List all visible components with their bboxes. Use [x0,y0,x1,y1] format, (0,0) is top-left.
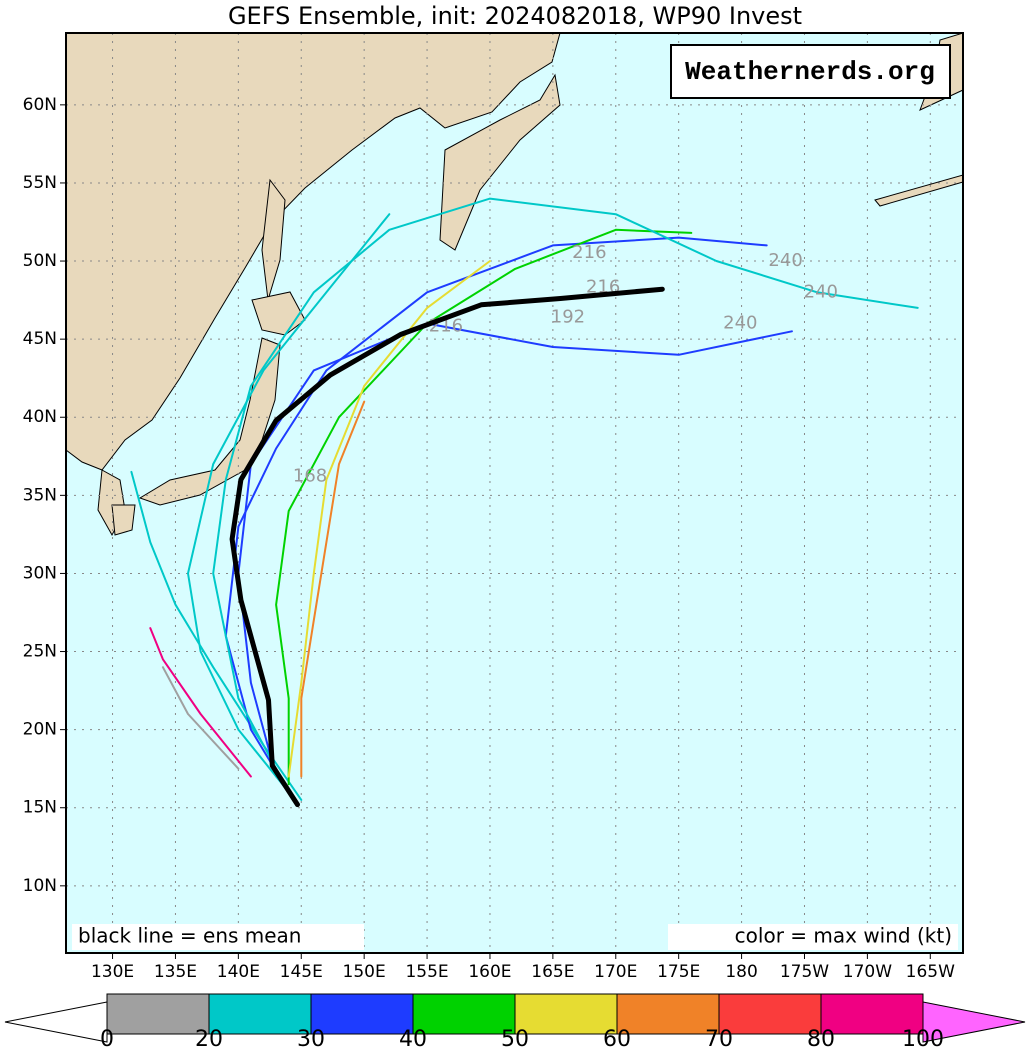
grid [66,33,963,953]
note-left: black line = ens mean [78,924,302,948]
land [65,32,964,537]
y-tick-label: 15N [23,798,57,818]
colorbar-bin [820,993,924,1035]
x-tick-label: 165W [906,962,955,982]
y-tick-label: 40N [23,407,57,427]
y-tick-label: 10N [23,876,57,896]
track [161,666,240,770]
hour-label: 168 [293,466,327,487]
note-box [72,924,364,950]
track [224,236,768,794]
colorbar-label: 80 [807,1027,835,1051]
y-tick-label: 25N [23,642,57,662]
x-tick-label: 180 [725,962,757,982]
note-box [668,924,958,950]
title: GEFS Ensemble, init: 2024082018, WP90 In… [228,2,802,30]
map-frame [65,32,964,954]
colorbar: 0 20 30 40 50 60 70 80 100 [4,993,1026,1052]
track [149,627,252,778]
track [300,400,366,778]
x-tick-label: 150E [343,962,386,982]
colorbar-label: 60 [603,1027,631,1051]
y-tick-label: 55N [23,173,57,193]
hour-label: 240 [723,313,757,334]
x-tick-label: 155E [405,962,448,982]
colorbar-label: 0 [100,1027,114,1051]
y-tick-label: 35N [23,485,57,505]
colorbar-label: 100 [902,1027,944,1051]
hour-label: 240 [804,281,838,302]
colorbar-label: 50 [501,1027,529,1051]
x-tick-label: 145E [280,962,323,982]
colorbar-bin [106,993,210,1035]
colorbar-bin [412,993,516,1035]
colorbar-under [4,1001,108,1043]
x-tick-label: 175W [780,962,829,982]
x-tick-label: 170E [594,962,637,982]
colorbar-label: 40 [399,1027,427,1051]
y-tick-label: 30N [23,563,57,583]
colorbar-bin [616,993,720,1035]
track [187,213,391,794]
x-tick-label: 140E [217,962,260,982]
colorbar-bin [718,993,822,1035]
x-tick-label: 165E [531,962,574,982]
note-right: color = max wind (kt) [735,924,952,948]
track [287,260,491,778]
hour-label: 240 [768,250,802,271]
x-tick-label: 175E [657,962,700,982]
watermark-box [670,44,951,99]
colorbar-bin [310,993,414,1035]
colorbar-label: 20 [195,1027,223,1051]
x-tick-label: 160E [468,962,511,982]
track [275,228,693,786]
x-tick-label: 135E [154,962,197,982]
track [237,322,793,778]
hour-label: 216 [572,242,606,263]
y-tick-label: 60N [23,95,57,115]
colorbar-bin [514,993,618,1035]
track [229,286,665,808]
hour-label: 192 [551,306,585,327]
watermark: Weathernerds.org [685,57,935,87]
colorbar-label: 30 [297,1027,325,1051]
x-tick-label: 170W [843,962,892,982]
colorbar-bin [208,993,312,1035]
colorbar-label: 70 [705,1027,733,1051]
y-tick-label: 50N [23,251,57,271]
y-tick-label: 20N [23,720,57,740]
x-tick-label: 130E [91,962,134,982]
y-tick-label: 45N [23,329,57,349]
